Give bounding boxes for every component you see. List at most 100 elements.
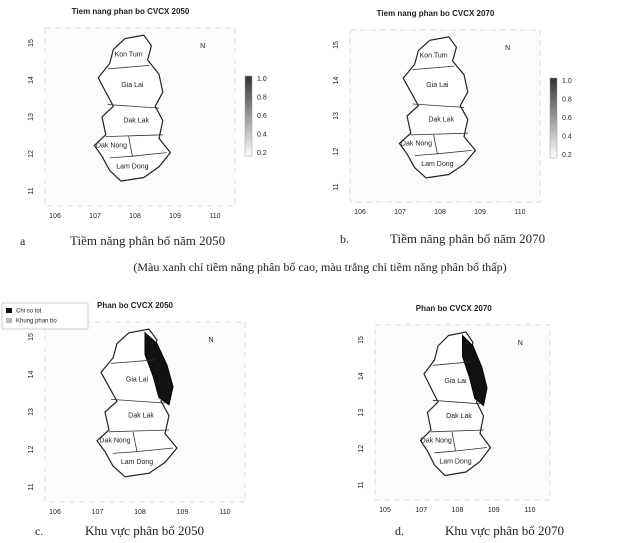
region-label: Gia Lai bbox=[121, 82, 144, 89]
region-label: Dak Lak bbox=[123, 117, 149, 124]
province-border bbox=[107, 104, 160, 109]
y-tick-label: 12 bbox=[28, 446, 35, 454]
y-tick-label: 11 bbox=[28, 187, 35, 194]
region-label: Gia Lai bbox=[126, 376, 149, 383]
region-label: Dak Nong bbox=[99, 438, 130, 445]
distribution-area bbox=[462, 334, 488, 407]
y-tick-label: 11 bbox=[28, 483, 35, 490]
legend-swatch bbox=[6, 308, 12, 313]
province-border bbox=[430, 429, 484, 433]
x-tick-label: 110 bbox=[219, 509, 230, 516]
north-arrow: N bbox=[505, 45, 510, 52]
region-label: Dak Nong bbox=[401, 140, 432, 147]
x-tick-label: 109 bbox=[169, 213, 181, 220]
y-tick-label: 15 bbox=[28, 39, 35, 47]
region-label: Dak Nong bbox=[96, 142, 127, 149]
panel-title: Tiem nang phan bo CVCX 2050 bbox=[72, 7, 190, 16]
panel-title: Phan bo CVCX 2070 bbox=[416, 304, 493, 313]
map-outline bbox=[93, 34, 172, 182]
y-tick-label: 11 bbox=[333, 183, 340, 190]
province-border bbox=[107, 65, 150, 70]
caption: Tiềm năng phân bố năm 2070 bbox=[390, 231, 545, 246]
x-tick-label: 106 bbox=[49, 509, 61, 516]
province-border bbox=[412, 103, 465, 108]
province-border bbox=[105, 134, 163, 137]
north-arrow: N bbox=[208, 337, 213, 344]
colorbar-tick-label: 0.4 bbox=[257, 131, 267, 138]
x-tick-label: 110 bbox=[524, 507, 535, 514]
caption: Tiềm năng phân bố năm 2050 bbox=[70, 233, 225, 248]
caption: Khu vực phân bố 2050 bbox=[85, 523, 204, 538]
region-label: Lam Dong bbox=[121, 459, 153, 466]
x-tick-label: 110 bbox=[209, 213, 220, 220]
province-border bbox=[432, 399, 481, 405]
y-tick-label: 13 bbox=[28, 113, 35, 121]
province-border bbox=[132, 152, 167, 157]
x-tick-label: 106 bbox=[354, 209, 366, 216]
x-tick-label: 108 bbox=[452, 507, 464, 514]
y-tick-label: 11 bbox=[358, 481, 365, 488]
colorbar-tick-label: 0.4 bbox=[562, 133, 572, 140]
x-tick-label: 106 bbox=[49, 213, 61, 220]
province-border bbox=[412, 65, 455, 70]
x-tick-label: 108 bbox=[129, 213, 141, 220]
panel-title: Tiem nang phan bo CVCX 2070 bbox=[377, 9, 495, 18]
province-border bbox=[432, 361, 472, 366]
caption-letter: a bbox=[20, 234, 26, 248]
panel-title: Phan bo CVCX 2050 bbox=[97, 301, 174, 310]
legend-label: Khung phan bo bbox=[16, 319, 57, 325]
y-tick-label: 14 bbox=[28, 371, 35, 379]
colorbar-tick-label: 0.8 bbox=[257, 94, 267, 101]
caption-letter: b. bbox=[340, 232, 349, 246]
x-tick-label: 108 bbox=[434, 209, 446, 216]
colorbar-tick-label: 0.8 bbox=[562, 96, 572, 103]
caption: Khu vực phân bố 2070 bbox=[445, 523, 564, 538]
caption-letter: d. bbox=[395, 524, 404, 538]
caption-letter: c. bbox=[35, 524, 43, 538]
x-tick-label: 107 bbox=[394, 209, 406, 216]
legend-label: Chi so tot bbox=[16, 309, 42, 315]
colorbar-tick-label: 1.0 bbox=[562, 78, 572, 85]
map-panel: Tiem nang phan bo CVCX 2050 Kon Tum Gia La… bbox=[20, 7, 267, 248]
map-panel: Phan bo CVCX 2070 Gia Lai Dak Lak Dak Nong L… bbox=[358, 304, 564, 538]
x-tick-label: 110 bbox=[514, 209, 525, 216]
colorbar-tick-label: 0.2 bbox=[257, 150, 267, 157]
region-label: Lam Dong bbox=[116, 164, 148, 171]
colorbar-tick-label: 0.6 bbox=[257, 113, 267, 120]
x-tick-label: 107 bbox=[89, 213, 101, 220]
region-label: Gia Lai bbox=[444, 378, 467, 385]
map-panel: Tiem nang phan bo CVCX 2070 Kon Tum Gia La… bbox=[333, 9, 572, 246]
province-border bbox=[110, 359, 156, 364]
colorbar-tick-label: 1.0 bbox=[257, 76, 267, 83]
y-tick-label: 12 bbox=[358, 445, 365, 453]
y-tick-label: 13 bbox=[358, 409, 365, 417]
legend-box bbox=[1, 302, 89, 330]
province-border bbox=[108, 429, 170, 433]
colorbar bbox=[549, 77, 558, 159]
x-tick-label: 107 bbox=[92, 509, 104, 516]
province-border bbox=[410, 132, 468, 136]
y-tick-label: 14 bbox=[358, 372, 365, 380]
y-tick-label: 12 bbox=[28, 150, 35, 158]
y-tick-label: 15 bbox=[333, 41, 340, 49]
region-label: Gia Lai bbox=[426, 82, 449, 89]
north-arrow: N bbox=[518, 340, 523, 347]
region-label: Dak Lak bbox=[128, 412, 154, 419]
map-panel: Phan bo CVCX 2050 Gia Lai Dak Lak Dak Nong L… bbox=[1, 301, 246, 538]
y-tick-label: 13 bbox=[28, 408, 35, 416]
x-tick-label: 108 bbox=[134, 509, 146, 516]
figure-note: (Màu xanh chỉ tiềm năng phân bố cao, màu… bbox=[133, 260, 506, 274]
colorbar bbox=[244, 75, 253, 157]
y-tick-label: 12 bbox=[333, 148, 340, 156]
map-outline bbox=[398, 36, 477, 179]
province-border bbox=[437, 150, 472, 155]
region-label: Dak Lak bbox=[446, 413, 472, 420]
north-arrow: N bbox=[200, 43, 205, 50]
province-border bbox=[455, 447, 488, 452]
colorbar-tick-label: 0.6 bbox=[562, 115, 572, 122]
region-label: Lam Dong bbox=[421, 161, 453, 168]
legend-swatch bbox=[6, 318, 12, 323]
y-tick-label: 14 bbox=[28, 76, 35, 84]
